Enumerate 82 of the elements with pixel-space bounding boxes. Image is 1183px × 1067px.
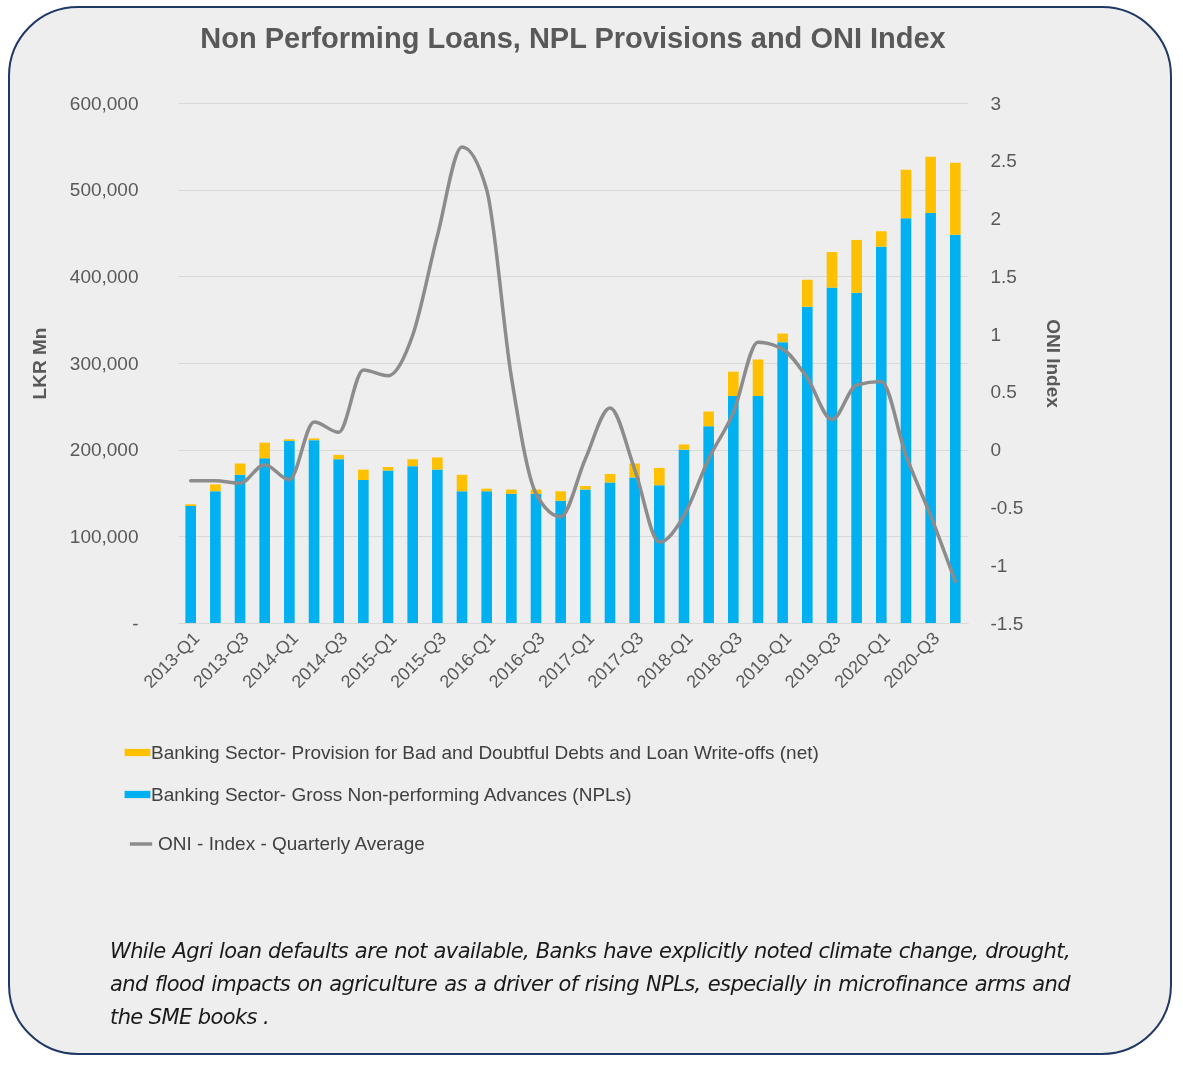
y2-tick-label: 0 <box>990 439 1002 461</box>
bar <box>678 444 690 450</box>
y-tick-label: 600,000 <box>69 92 139 114</box>
bar <box>333 454 344 460</box>
bar <box>185 506 196 623</box>
bar <box>654 467 665 486</box>
bar <box>654 485 665 623</box>
bar <box>851 292 862 623</box>
y2-tick-label: 1 <box>990 323 1002 345</box>
bar <box>259 442 270 459</box>
line-series <box>188 145 958 584</box>
bar <box>234 474 246 623</box>
y2-tick-label: -0.5 <box>990 496 1024 518</box>
bar <box>308 440 320 623</box>
bar <box>728 395 739 623</box>
bar <box>358 480 369 623</box>
bar <box>802 279 813 307</box>
chart-title: Non Performing Loans, NPL Provisions and ONI Index <box>200 22 946 54</box>
y2-axis-title: ONI Index <box>1043 319 1065 409</box>
bar <box>925 213 936 623</box>
bar <box>407 466 418 623</box>
bar <box>851 239 862 293</box>
y-tick-label: 500,000 <box>69 179 139 201</box>
bar <box>259 458 270 623</box>
y-axis-title: LKR Mn <box>28 327 50 400</box>
bar <box>777 333 788 343</box>
bar <box>703 426 714 623</box>
bar <box>777 342 788 623</box>
bar <box>678 449 690 623</box>
bar <box>826 287 838 623</box>
y-tick-label: 100,000 <box>69 525 139 547</box>
y-tick-label: 400,000 <box>69 265 139 287</box>
bar <box>604 473 616 483</box>
bar <box>876 246 887 623</box>
y2-tick-label: 0.5 <box>990 381 1017 403</box>
bar <box>358 469 369 480</box>
bar <box>506 493 517 623</box>
legend-label: ONI - Index - Quarterly Average <box>158 833 425 854</box>
bar <box>925 156 936 214</box>
bar <box>333 459 344 623</box>
y2-tick-label: -1 <box>990 554 1008 576</box>
bar <box>629 477 640 623</box>
bar <box>456 491 468 623</box>
y2-tick-label: 2 <box>990 208 1002 230</box>
bar <box>876 231 887 247</box>
bar <box>210 491 221 623</box>
bar <box>407 459 418 467</box>
bar <box>506 489 517 494</box>
bar <box>900 169 912 219</box>
bar <box>432 457 443 470</box>
y2-tick-label: 1.5 <box>990 265 1017 287</box>
y2-tick-label: -1.5 <box>990 612 1024 634</box>
bar <box>210 484 221 492</box>
bar <box>826 252 838 288</box>
y-tick-label: - <box>132 612 139 634</box>
bar <box>580 489 591 623</box>
bar <box>950 162 961 235</box>
bar <box>555 500 566 623</box>
bar <box>604 482 616 623</box>
bar <box>703 411 714 427</box>
bar <box>382 470 394 623</box>
legend-label: Banking Sector- Provision for Bad and Doubtful Debts and Loan Write-offs (net) <box>151 741 819 763</box>
bar <box>481 491 492 623</box>
bar <box>728 371 739 396</box>
bar <box>432 469 443 623</box>
legend-label: Banking Sector- Gross Non-performing Advances (NPLs) <box>151 783 632 805</box>
bar <box>900 218 912 623</box>
bar <box>802 306 813 623</box>
bar <box>456 474 468 492</box>
bar <box>752 395 764 623</box>
bar <box>580 486 591 490</box>
text: While Agri loan defaults are not available, Banks have explicitly noted climate change, drought, and flood impacts on agriculture as a driver of rising NPLs, especially in microfinance arms and the SME books . <box>110 938 1070 1031</box>
y2-tick-label: 2.5 <box>990 150 1017 172</box>
bar <box>284 441 295 623</box>
bar <box>234 463 246 475</box>
bar <box>555 491 566 501</box>
y-tick-label: 300,000 <box>69 352 139 374</box>
bar <box>950 234 961 623</box>
y-tick-label: 200,000 <box>69 439 139 461</box>
bar <box>530 493 542 623</box>
y2-tick-label: 3 <box>990 92 1002 114</box>
bar <box>752 359 764 396</box>
